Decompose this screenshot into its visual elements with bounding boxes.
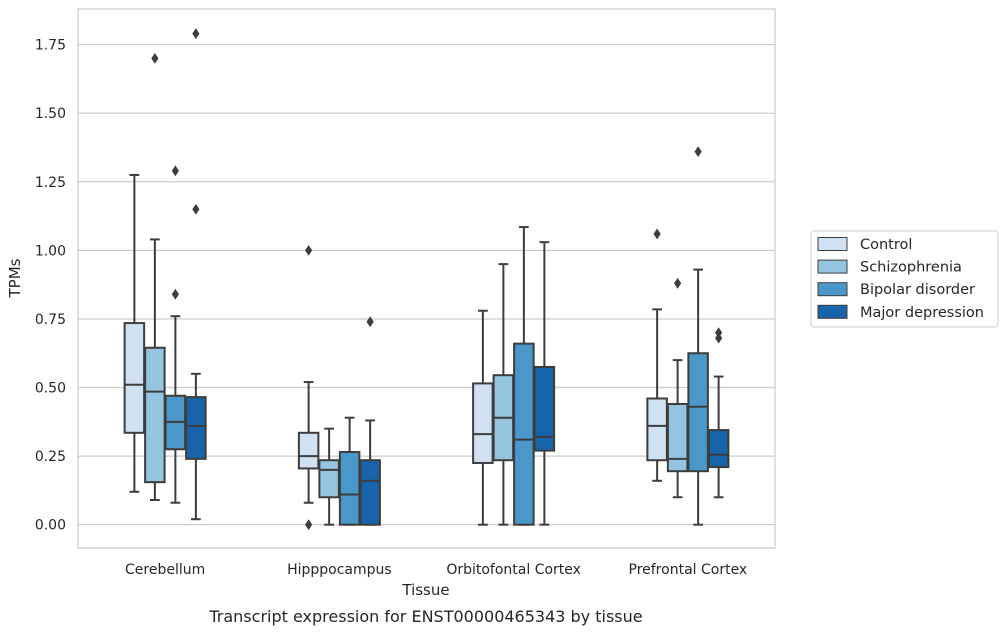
box-orbitofontal-cortex-bipolar-disorder xyxy=(513,226,535,526)
x-tick-labels: Cerebellum Hipppocampus Orbitofontal Corte… xyxy=(125,562,747,578)
y-tick-label: 1.00 xyxy=(35,243,66,259)
outlier-point xyxy=(192,203,200,215)
outlier-point xyxy=(305,519,313,531)
x-tick-label-hipppocampus: Hipppocampus xyxy=(287,562,392,578)
box-iqr xyxy=(472,382,494,464)
y-tick-label: 0.75 xyxy=(35,312,66,328)
x-tick-label-cerebellum: Cerebellum xyxy=(125,562,205,578)
plot-frame xyxy=(77,8,776,549)
legend-item-schizophrenia: Schizophrenia xyxy=(817,259,962,276)
y-tick-labels: 0.00 0.25 0.50 0.75 1.00 1.25 1.50 1.75 xyxy=(35,38,66,534)
box-hipppocampus-bipolar-disorder xyxy=(338,416,361,526)
outlier-point xyxy=(151,52,159,64)
outlier-point xyxy=(653,228,661,240)
legend-swatch xyxy=(817,259,848,274)
box-hipppocampus-control xyxy=(297,244,320,531)
x-axis-label: Tissue xyxy=(401,581,449,599)
legend-frame xyxy=(810,230,999,328)
outlier-point xyxy=(694,146,702,158)
legend-item-bipolar-disorder: Bipolar disorder xyxy=(817,282,975,298)
outlier-point xyxy=(305,244,313,256)
y-tick-label: 0.50 xyxy=(35,381,66,397)
box-hipppocampus-schizophrenia xyxy=(318,427,340,526)
box-iqr xyxy=(666,402,689,473)
box-orbitofontal-cortex-schizophrenia xyxy=(492,263,515,526)
x-tick-label-prefrontal-cortex: Prefrontal Cortex xyxy=(629,562,748,578)
legend-label: Major depression xyxy=(860,305,984,321)
legend-item-control: Control xyxy=(817,237,912,253)
legend-label: Bipolar disorder xyxy=(860,282,975,298)
y-tick-label: 1.25 xyxy=(35,175,66,191)
outlier-point xyxy=(171,165,179,177)
box-iqr xyxy=(297,431,320,470)
box-plots xyxy=(123,28,730,531)
box-iqr xyxy=(687,352,709,473)
outlier-point xyxy=(715,327,723,339)
legend: Control Schizophrenia Bipolar disorder Majo… xyxy=(810,230,999,328)
box-cerebellum-schizophrenia xyxy=(144,52,166,501)
legend-label: Schizophrenia xyxy=(860,260,962,276)
y-tick-label: 0.25 xyxy=(35,449,66,465)
legend-label: Control xyxy=(860,237,912,253)
box-prefrontal-cortex-control xyxy=(646,228,668,482)
box-iqr xyxy=(338,450,361,526)
outlier-point xyxy=(674,277,682,289)
chart-caption: Transcript expression for ENST0000046534… xyxy=(208,607,642,626)
box-iqr xyxy=(707,429,730,469)
box-orbitofontal-cortex-control xyxy=(472,309,494,526)
y-axis-label: TPMs xyxy=(6,258,24,298)
box-hipppocampus-major-depression xyxy=(359,316,381,526)
legend-swatch xyxy=(817,282,848,297)
outlier-point xyxy=(192,28,200,40)
outlier-point xyxy=(715,332,723,344)
box-iqr xyxy=(318,459,340,499)
box-prefrontal-cortex-bipolar-disorder xyxy=(687,146,709,526)
box-prefrontal-cortex-schizophrenia xyxy=(666,277,689,499)
legend-item-major-depression: Major depression xyxy=(817,304,984,321)
box-cerebellum-control xyxy=(123,173,146,493)
box-iqr xyxy=(185,396,207,460)
box-iqr xyxy=(533,365,556,452)
y-tick-label: 0.00 xyxy=(35,518,66,534)
box-cerebellum-major-depression xyxy=(185,28,207,521)
y-tick-label: 1.75 xyxy=(35,38,66,54)
x-tick-label-orbitofontal-cortex: Orbitofontal Cortex xyxy=(446,562,581,578)
box-iqr xyxy=(646,397,668,462)
box-iqr xyxy=(359,459,381,526)
box-cerebellum-bipolar-disorder xyxy=(164,165,187,504)
box-orbitofontal-cortex-major-depression xyxy=(533,241,556,526)
box-prefrontal-cortex-major-depression xyxy=(707,327,730,499)
legend-swatch xyxy=(817,237,848,251)
box-iqr xyxy=(513,342,535,526)
y-tick-label: 1.50 xyxy=(35,106,66,122)
box-iqr xyxy=(144,346,166,484)
outlier-point xyxy=(171,288,179,300)
box-iqr xyxy=(123,322,146,434)
legend-swatch xyxy=(817,304,848,319)
outlier-point xyxy=(366,316,374,328)
